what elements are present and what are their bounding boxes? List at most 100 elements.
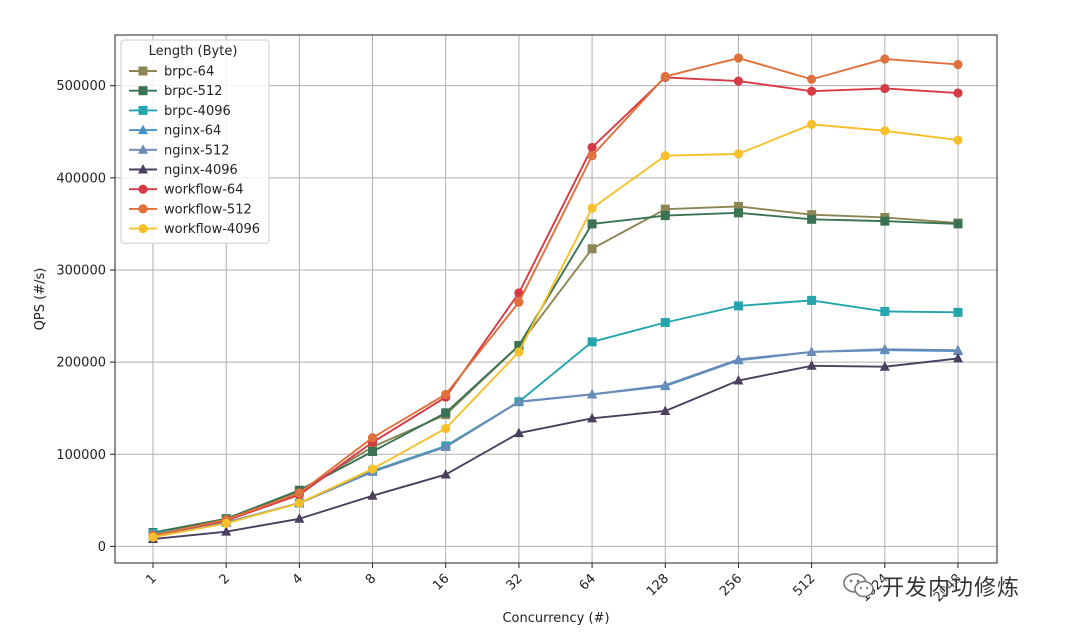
data-point [880, 306, 890, 316]
x-tick-label: 8 [363, 571, 379, 587]
legend-item: nginx-512 [129, 143, 230, 158]
legend-label: brpc-512 [164, 84, 223, 99]
x-tick-label: 1 [143, 571, 159, 587]
data-point [587, 388, 598, 399]
x-tick-label: 64 [577, 571, 599, 593]
data-point [953, 88, 963, 98]
legend-box [120, 39, 270, 244]
data-point [294, 513, 305, 523]
data-point [221, 518, 231, 528]
legend-item: nginx-4096 [129, 163, 238, 178]
legend-label: workflow-512 [164, 202, 252, 217]
x-tick-label: 16 [430, 571, 452, 593]
legend-marker [138, 86, 148, 96]
data-point [807, 74, 817, 84]
legend-label: nginx-512 [164, 143, 230, 158]
data-point [367, 433, 378, 443]
data-point [880, 126, 890, 136]
legend-marker [138, 164, 148, 174]
data-point [660, 379, 671, 390]
data-point [733, 353, 744, 364]
data-point [294, 488, 304, 498]
series-line [152, 57, 959, 537]
series-line [152, 349, 959, 537]
legend-label: brpc-64 [164, 65, 214, 80]
watermark: 开发内功修炼 [842, 568, 1062, 604]
legend-marker [138, 184, 148, 194]
legend-item: brpc-4096 [129, 104, 231, 119]
data-point [733, 208, 743, 218]
y-tick-label: 500000 [56, 79, 106, 94]
data-point [514, 341, 524, 351]
x-tick-label: 256 [717, 571, 745, 599]
data-point [148, 532, 158, 542]
data-point [368, 447, 378, 457]
legend-item: workflow-4096 [129, 222, 260, 237]
watermark-text: 开发内功修炼 [882, 576, 1021, 601]
series-line [152, 357, 959, 540]
series-line [152, 211, 959, 534]
x-tick-label: 512 [790, 571, 818, 599]
series-workflow-512 [148, 53, 963, 540]
legend-label: workflow-64 [164, 183, 243, 198]
data-point [440, 469, 451, 479]
data-point [807, 214, 817, 224]
data-point [660, 211, 670, 221]
series-line [152, 348, 959, 537]
data-point [587, 219, 597, 229]
data-point [441, 408, 451, 418]
data-point [806, 346, 817, 356]
y-tick-label: 300000 [56, 263, 106, 278]
y-axis: 0 100000 200000 300000 400000 500000 [56, 79, 115, 555]
legend-item: workflow-512 [129, 202, 252, 217]
data-point [807, 295, 817, 305]
data-point [513, 427, 524, 438]
series-line [152, 123, 959, 539]
plot-frame [114, 34, 998, 564]
x-tick-label: 4 [290, 571, 306, 587]
legend-marker [138, 204, 148, 214]
data-point [733, 76, 744, 86]
data-point [660, 317, 670, 327]
data-point [733, 53, 744, 63]
x-axis-label: Concurrency (#) [502, 611, 609, 626]
series-workflow-64 [148, 72, 963, 540]
data-point [733, 375, 744, 385]
legend-item: brpc-512 [129, 84, 223, 99]
data-point [879, 343, 890, 354]
data-point [733, 201, 743, 211]
series-line [152, 205, 959, 534]
legend-marker [138, 66, 148, 76]
data-point [587, 151, 597, 161]
data-point [587, 337, 597, 347]
data-point [514, 288, 524, 298]
data-point [514, 297, 524, 307]
data-point [953, 219, 963, 229]
y-tick-label: 0 [98, 540, 106, 555]
data-point [953, 307, 963, 317]
legend-marker [138, 105, 148, 115]
y-tick-label: 100000 [56, 448, 106, 463]
data-point [953, 344, 963, 355]
series-line [152, 76, 959, 537]
data-point [367, 464, 378, 474]
data-point [660, 151, 670, 161]
x-tick-label: 32 [503, 571, 525, 593]
series-workflow-4096 [148, 119, 963, 542]
series-group [148, 53, 963, 544]
data-point [733, 301, 743, 311]
data-point [514, 347, 524, 357]
legend-label: brpc-4096 [164, 104, 231, 119]
data-point [953, 352, 963, 363]
legend-label: nginx-64 [164, 124, 221, 139]
data-point [807, 86, 817, 96]
data-point [587, 244, 597, 254]
data-point [440, 441, 451, 451]
data-point [587, 142, 597, 153]
data-point [660, 71, 670, 82]
data-point [880, 83, 890, 94]
data-point [660, 405, 671, 415]
legend-marker [138, 224, 148, 234]
y-tick-label: 200000 [56, 356, 106, 371]
